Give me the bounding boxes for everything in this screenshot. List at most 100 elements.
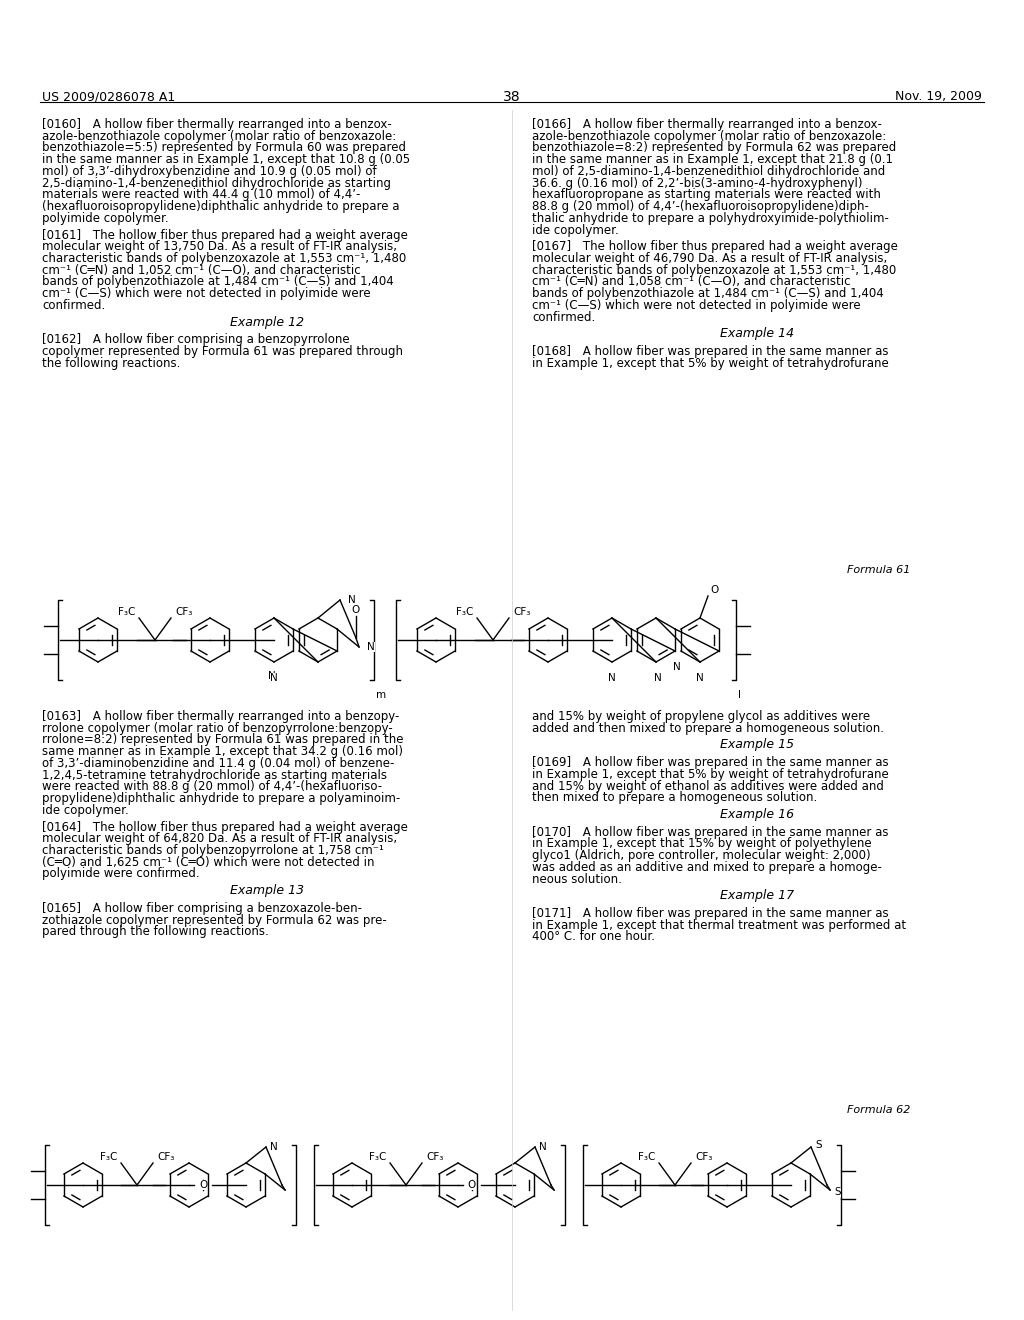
Text: N: N: [270, 673, 278, 682]
Text: [0171] A hollow fiber was prepared in the same manner as: [0171] A hollow fiber was prepared in th…: [532, 907, 889, 920]
Text: [0163] A hollow fiber thermally rearranged into a benzopy-: [0163] A hollow fiber thermally rearrang…: [42, 710, 399, 723]
Text: F₃C: F₃C: [369, 1152, 386, 1162]
Text: N: N: [696, 673, 703, 682]
Text: O: O: [468, 1180, 476, 1191]
Text: azole-benzothiazole copolymer (molar ratio of benzoxazole:: azole-benzothiazole copolymer (molar rat…: [42, 129, 396, 143]
Text: benzothiazole=5:5) represented by Formula 60 was prepared: benzothiazole=5:5) represented by Formul…: [42, 141, 406, 154]
Text: molecular weight of 13,750 Da. As a result of FT-IR analysis,: molecular weight of 13,750 Da. As a resu…: [42, 240, 397, 253]
Text: cm⁻¹ (C═N) and 1,058 cm⁻¹ (C—O), and characteristic: cm⁻¹ (C═N) and 1,058 cm⁻¹ (C—O), and cha…: [532, 276, 851, 289]
Text: Formula 61: Formula 61: [847, 565, 910, 576]
Text: in the same manner as in Example 1, except that 21.8 g (0.1: in the same manner as in Example 1, exce…: [532, 153, 893, 166]
Text: propylidene)diphthalic anhydride to prepare a polyaminoim-: propylidene)diphthalic anhydride to prep…: [42, 792, 400, 805]
Text: molecular weight of 46,790 Da. As a result of FT-IR analysis,: molecular weight of 46,790 Da. As a resu…: [532, 252, 887, 265]
Text: CF₃: CF₃: [513, 607, 530, 616]
Text: same manner as in Example 1, except that 34.2 g (0.16 mol): same manner as in Example 1, except that…: [42, 746, 403, 758]
Text: of 3,3’-diaminobenzidine and 11.4 g (0.04 mol) of benzene-: of 3,3’-diaminobenzidine and 11.4 g (0.0…: [42, 756, 394, 770]
Text: N: N: [348, 595, 355, 605]
Text: [0168] A hollow fiber was prepared in the same manner as: [0168] A hollow fiber was prepared in th…: [532, 345, 889, 358]
Text: (C═O) and 1,625 cm⁻¹ (C═O) which were not detected in: (C═O) and 1,625 cm⁻¹ (C═O) which were no…: [42, 855, 375, 869]
Text: O: O: [352, 605, 360, 615]
Text: [0166] A hollow fiber thermally rearranged into a benzox-: [0166] A hollow fiber thermally rearrang…: [532, 117, 882, 131]
Text: molecular weight of 64,820 Da. As a result of FT-IR analysis,: molecular weight of 64,820 Da. As a resu…: [42, 833, 397, 845]
Text: hexafluoropropane as starting materials were reacted with: hexafluoropropane as starting materials …: [532, 189, 881, 202]
Text: Example 17: Example 17: [720, 890, 794, 903]
Text: mol) of 2,5-diamino-1,4-benzenedithiol dihydrochloride and: mol) of 2,5-diamino-1,4-benzenedithiol d…: [532, 165, 886, 178]
Text: [0161] The hollow fiber thus prepared had a weight average: [0161] The hollow fiber thus prepared ha…: [42, 228, 408, 242]
Text: in Example 1, except that 15% by weight of polyethylene: in Example 1, except that 15% by weight …: [532, 837, 871, 850]
Text: then mixed to prepare a homogeneous solution.: then mixed to prepare a homogeneous solu…: [532, 791, 817, 804]
Text: characteristic bands of polybenzoxazole at 1,553 cm⁻¹, 1,480: characteristic bands of polybenzoxazole …: [532, 264, 896, 277]
Text: CF₃: CF₃: [426, 1152, 443, 1162]
Text: 88.8 g (20 mmol) of 4,4’-(hexafluoroisopropylidene)diph-: 88.8 g (20 mmol) of 4,4’-(hexafluoroisop…: [532, 201, 869, 213]
Text: characteristic bands of polybenzopyrrolone at 1,758 cm⁻¹: characteristic bands of polybenzopyrrolo…: [42, 843, 384, 857]
Text: 36.6. g (0.16 mol) of 2,2’-bis(3-amino-4-hydroxyphenyl): 36.6. g (0.16 mol) of 2,2’-bis(3-amino-4…: [532, 177, 862, 190]
Text: and 15% by weight of ethanol as additives were added and: and 15% by weight of ethanol as additive…: [532, 780, 884, 792]
Text: m: m: [376, 690, 386, 700]
Text: thalic anhydride to prepare a polyhydroxyimide-polythiolim-: thalic anhydride to prepare a polyhydrox…: [532, 211, 889, 224]
Text: CF₃: CF₃: [175, 607, 193, 616]
Text: ide copolymer.: ide copolymer.: [42, 804, 129, 817]
Text: ide copolymer.: ide copolymer.: [532, 223, 618, 236]
Text: [0167] The hollow fiber thus prepared had a weight average: [0167] The hollow fiber thus prepared ha…: [532, 240, 898, 253]
Text: 400° C. for one hour.: 400° C. for one hour.: [532, 931, 655, 944]
Text: cm⁻¹ (C—S) which were not detected in polyimide were: cm⁻¹ (C—S) which were not detected in po…: [532, 298, 860, 312]
Text: confirmed.: confirmed.: [532, 310, 595, 323]
Text: confirmed.: confirmed.: [42, 298, 105, 312]
Text: S: S: [835, 1187, 841, 1197]
Text: Nov. 19, 2009: Nov. 19, 2009: [895, 90, 982, 103]
Text: characteristic bands of polybenzoxazole at 1,553 cm⁻¹, 1,480: characteristic bands of polybenzoxazole …: [42, 252, 407, 265]
Text: polyimide copolymer.: polyimide copolymer.: [42, 211, 169, 224]
Text: 2,5-diamino-1,4-benzenedithiol dihydrochloride as starting: 2,5-diamino-1,4-benzenedithiol dihydroch…: [42, 177, 391, 190]
Text: [0165] A hollow fiber comprising a benzoxazole-ben-: [0165] A hollow fiber comprising a benzo…: [42, 902, 362, 915]
Text: N: N: [654, 673, 662, 682]
Text: [0170] A hollow fiber was prepared in the same manner as: [0170] A hollow fiber was prepared in th…: [532, 825, 889, 838]
Text: cm⁻¹ (C═N) and 1,052 cm⁻¹ (C—O), and characteristic: cm⁻¹ (C═N) and 1,052 cm⁻¹ (C—O), and cha…: [42, 264, 360, 277]
Text: mol) of 3,3’-dihydroxybenzidine and 10.9 g (0.05 mol) of: mol) of 3,3’-dihydroxybenzidine and 10.9…: [42, 165, 377, 178]
Text: benzothiazole=8:2) represented by Formula 62 was prepared: benzothiazole=8:2) represented by Formul…: [532, 141, 896, 154]
Text: F₃C: F₃C: [99, 1152, 117, 1162]
Text: Example 16: Example 16: [720, 808, 794, 821]
Text: O: O: [199, 1180, 207, 1191]
Text: neous solution.: neous solution.: [532, 873, 622, 886]
Text: polyimide were confirmed.: polyimide were confirmed.: [42, 867, 200, 880]
Text: l: l: [738, 690, 741, 700]
Text: N: N: [270, 1142, 278, 1152]
Text: azole-benzothiazole copolymer (molar ratio of benzoxazole:: azole-benzothiazole copolymer (molar rat…: [532, 129, 886, 143]
Text: in the same manner as in Example 1, except that 10.8 g (0.05: in the same manner as in Example 1, exce…: [42, 153, 411, 166]
Text: N: N: [268, 671, 275, 681]
Text: [0164] The hollow fiber thus prepared had a weight average: [0164] The hollow fiber thus prepared ha…: [42, 821, 408, 833]
Text: 38: 38: [503, 90, 521, 104]
Text: and 15% by weight of propylene glycol as additives were: and 15% by weight of propylene glycol as…: [532, 710, 870, 723]
Text: zothiazole copolymer represented by Formula 62 was pre-: zothiazole copolymer represented by Form…: [42, 913, 387, 927]
Text: F₃C: F₃C: [456, 607, 473, 616]
Text: (hexafluoroisopropylidene)diphthalic anhydride to prepare a: (hexafluoroisopropylidene)diphthalic anh…: [42, 201, 399, 213]
Text: F₃C: F₃C: [118, 607, 135, 616]
Text: N: N: [539, 1142, 547, 1152]
Text: copolymer represented by Formula 61 was prepared through: copolymer represented by Formula 61 was …: [42, 345, 403, 358]
Text: glyco1 (Aldrich, pore controller, molecular weight: 2,000): glyco1 (Aldrich, pore controller, molecu…: [532, 849, 870, 862]
Text: was added as an additive and mixed to prepare a homoge-: was added as an additive and mixed to pr…: [532, 861, 882, 874]
Text: cm⁻¹ (C—S) which were not detected in polyimide were: cm⁻¹ (C—S) which were not detected in po…: [42, 288, 371, 300]
Text: the following reactions.: the following reactions.: [42, 356, 180, 370]
Text: were reacted with 88.8 g (20 mmol) of 4,4’-(hexafluoriso-: were reacted with 88.8 g (20 mmol) of 4,…: [42, 780, 382, 793]
Text: CF₃: CF₃: [157, 1152, 174, 1162]
Text: [0162] A hollow fiber comprising a benzopyrrolone: [0162] A hollow fiber comprising a benzo…: [42, 333, 349, 346]
Text: [0169] A hollow fiber was prepared in the same manner as: [0169] A hollow fiber was prepared in th…: [532, 756, 889, 770]
Text: bands of polybenzothiazole at 1,484 cm⁻¹ (C—S) and 1,404: bands of polybenzothiazole at 1,484 cm⁻¹…: [532, 288, 884, 300]
Text: Example 15: Example 15: [720, 738, 794, 751]
Text: N: N: [367, 642, 375, 652]
Text: bands of polybenzothiazole at 1,484 cm⁻¹ (C—S) and 1,404: bands of polybenzothiazole at 1,484 cm⁻¹…: [42, 276, 394, 289]
Text: rrolone=8:2) represented by Formula 61 was prepared in the: rrolone=8:2) represented by Formula 61 w…: [42, 734, 403, 747]
Text: S: S: [815, 1140, 821, 1150]
Text: Formula 62: Formula 62: [847, 1105, 910, 1115]
Text: Example 12: Example 12: [230, 315, 304, 329]
Text: added and then mixed to prepare a homogeneous solution.: added and then mixed to prepare a homoge…: [532, 722, 884, 735]
Text: [0160] A hollow fiber thermally rearranged into a benzox-: [0160] A hollow fiber thermally rearrang…: [42, 117, 392, 131]
Text: CF₃: CF₃: [695, 1152, 713, 1162]
Text: pared through the following reactions.: pared through the following reactions.: [42, 925, 268, 939]
Text: N: N: [673, 663, 681, 672]
Text: materials were reacted with 44.4 g (10 mmol) of 4,4’-: materials were reacted with 44.4 g (10 m…: [42, 189, 360, 202]
Text: in Example 1, except that thermal treatment was performed at: in Example 1, except that thermal treatm…: [532, 919, 906, 932]
Text: Example 14: Example 14: [720, 327, 794, 341]
Text: N: N: [608, 673, 615, 682]
